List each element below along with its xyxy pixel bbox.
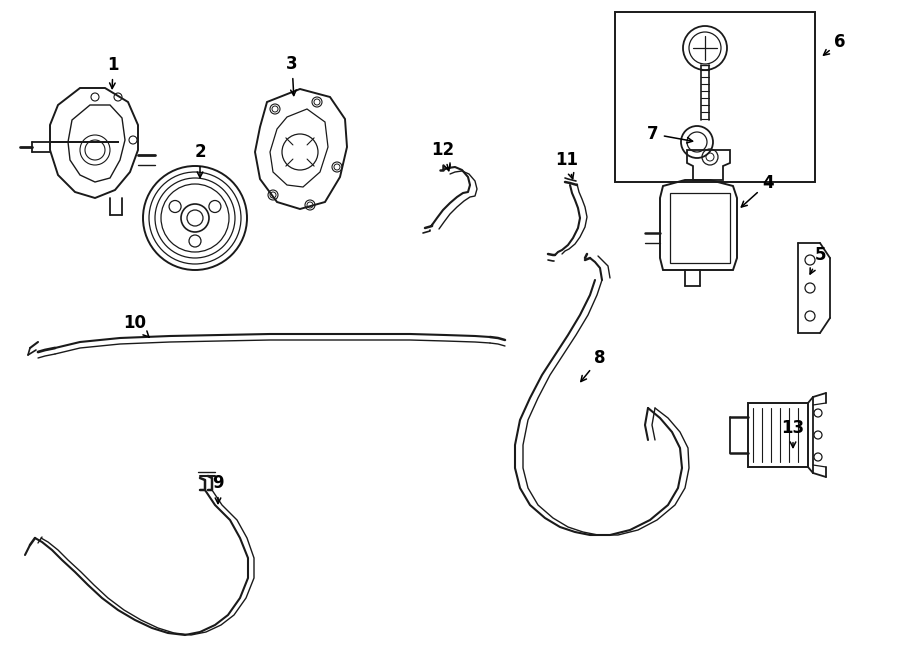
Text: 11: 11 bbox=[555, 151, 579, 178]
Text: 12: 12 bbox=[431, 141, 454, 171]
Text: 13: 13 bbox=[781, 419, 805, 447]
Text: 7: 7 bbox=[647, 125, 693, 143]
Text: 5: 5 bbox=[810, 246, 826, 274]
Text: 8: 8 bbox=[580, 349, 606, 381]
Text: 10: 10 bbox=[123, 314, 149, 337]
Bar bbox=[748, 403, 808, 467]
Text: 9: 9 bbox=[212, 474, 224, 504]
Text: 6: 6 bbox=[824, 33, 846, 56]
Text: 4: 4 bbox=[742, 174, 774, 207]
Text: 1: 1 bbox=[107, 56, 119, 89]
Bar bbox=[615, 12, 815, 182]
Text: 2: 2 bbox=[194, 143, 206, 178]
Bar bbox=[670, 193, 730, 263]
Text: 3: 3 bbox=[286, 55, 298, 96]
